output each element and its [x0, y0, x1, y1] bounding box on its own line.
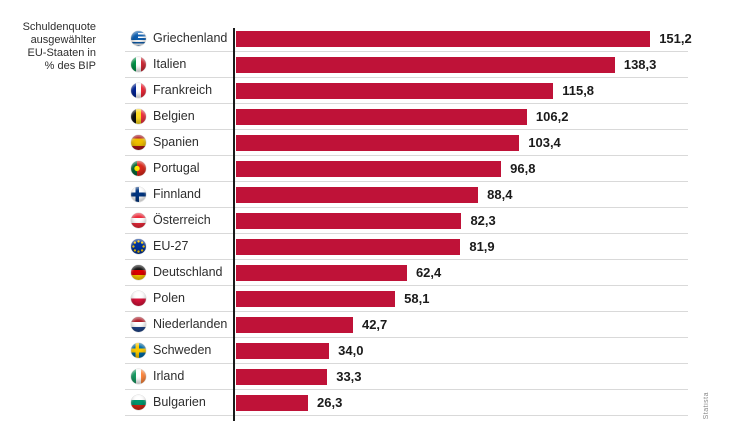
bar-zone: 81,9 — [236, 234, 688, 259]
chart-row: Frankreich 115,8 — [125, 78, 688, 104]
country-label: Irland — [153, 369, 185, 383]
country-label: Italien — [153, 57, 187, 71]
chart-row: Deutschland 62,4 — [125, 260, 688, 286]
bar — [236, 134, 520, 151]
value-label: 42,7 — [361, 317, 388, 332]
chart-row: Spanien 103,4 — [125, 130, 688, 156]
bar-zone: 151,2 — [236, 26, 692, 51]
value-label: 106,2 — [535, 109, 569, 124]
bar-zone: 106,2 — [236, 104, 688, 129]
chart-row: Niederlanden 42,7 — [125, 312, 688, 338]
bar-zone: 103,4 — [236, 130, 688, 155]
value-label: 151,2 — [659, 31, 692, 46]
country-label: Niederlanden — [153, 317, 228, 331]
flag-icon-gr — [131, 31, 146, 46]
chart-row: Italien 138,3 — [125, 52, 688, 78]
chart-row: Finnland 88,4 — [125, 182, 688, 208]
bar — [236, 30, 651, 47]
value-label: 62,4 — [415, 265, 442, 280]
chart-row: Irland 33,3 — [125, 364, 688, 390]
bar-zone: 96,8 — [236, 156, 688, 181]
bar-zone: 34,0 — [236, 338, 688, 363]
bar-zone: 115,8 — [236, 78, 688, 103]
country-label: Polen — [153, 291, 185, 305]
bar-zone: 42,7 — [236, 312, 688, 337]
flag-icon-it — [131, 57, 146, 72]
country-label: Finnland — [153, 187, 201, 201]
value-label: 88,4 — [487, 187, 513, 202]
country-label: Frankreich — [153, 83, 213, 97]
chart-row: Belgien 106,2 — [125, 104, 688, 130]
country-label: Bulgarien — [153, 395, 206, 409]
value-label: 103,4 — [528, 135, 561, 150]
flag-icon-fr — [131, 83, 146, 98]
bar-zone: 88,4 — [236, 182, 688, 207]
country-label: Österreich — [153, 213, 211, 227]
flag-icon-bg — [131, 395, 146, 410]
bar-zone: 26,3 — [236, 390, 688, 415]
bar — [236, 82, 554, 99]
bar-zone: 58,1 — [236, 286, 688, 311]
value-label: 138,3 — [623, 57, 657, 72]
chart-row: Griechenland 151,2 — [125, 26, 692, 52]
bar — [236, 316, 353, 333]
value-label: 34,0 — [338, 343, 364, 358]
chart-row: EU-27 81,9 — [125, 234, 688, 260]
chart-row: Bulgarien 26,3 — [125, 390, 688, 416]
bar — [236, 212, 462, 229]
y-axis-line — [233, 28, 235, 421]
flag-icon-at — [131, 213, 146, 228]
statista-watermark: Statista — [703, 391, 710, 419]
bar-zone: 33,3 — [236, 364, 688, 389]
bar-zone: 138,3 — [236, 52, 688, 77]
country-label: EU-27 — [153, 239, 189, 253]
value-label: 81,9 — [469, 239, 495, 254]
bar — [236, 342, 330, 359]
flag-icon-es — [131, 135, 146, 150]
flag-icon-de — [131, 265, 146, 280]
bar — [236, 368, 328, 385]
bar — [236, 264, 407, 281]
flag-icon-ie — [131, 369, 146, 384]
country-label: Schweden — [153, 343, 212, 357]
country-label: Deutschland — [153, 265, 223, 279]
country-label: Portugal — [153, 161, 200, 175]
flag-icon-be — [131, 109, 146, 124]
chart-row: Österreich 82,3 — [125, 208, 688, 234]
chart-row: Schweden 34,0 — [125, 338, 688, 364]
country-label: Belgien — [153, 109, 195, 123]
bar — [236, 290, 396, 307]
chart-row: Portugal 96,8 — [125, 156, 688, 182]
flag-icon-fi — [131, 187, 146, 202]
chart-row: Polen 58,1 — [125, 286, 688, 312]
flag-icon-nl — [131, 317, 146, 332]
bar-zone: 82,3 — [236, 208, 688, 233]
chart-title: Schuldenquote ausgewählter EU-Staaten in… — [22, 21, 96, 72]
flag-icon-eu — [131, 239, 146, 254]
value-label: 82,3 — [470, 213, 496, 228]
value-label: 96,8 — [510, 161, 536, 176]
bar — [236, 108, 527, 125]
bar-zone: 62,4 — [236, 260, 688, 285]
bar — [236, 186, 479, 203]
flag-icon-pt — [131, 161, 146, 176]
bar — [236, 238, 461, 255]
value-label: 115,8 — [562, 83, 595, 98]
flag-icon-pl — [131, 291, 146, 306]
bar — [236, 160, 502, 177]
value-label: 26,3 — [317, 395, 343, 410]
bar-chart: Griechenland 151,2 Italien 138,3 Frankreich 1… — [125, 26, 692, 416]
country-label: Spanien — [153, 135, 199, 149]
country-label: Griechenland — [153, 31, 228, 45]
flag-icon-se — [131, 343, 146, 358]
bar — [236, 56, 615, 73]
value-label: 58,1 — [404, 291, 430, 306]
bar — [236, 394, 309, 411]
value-label: 33,3 — [336, 369, 362, 384]
